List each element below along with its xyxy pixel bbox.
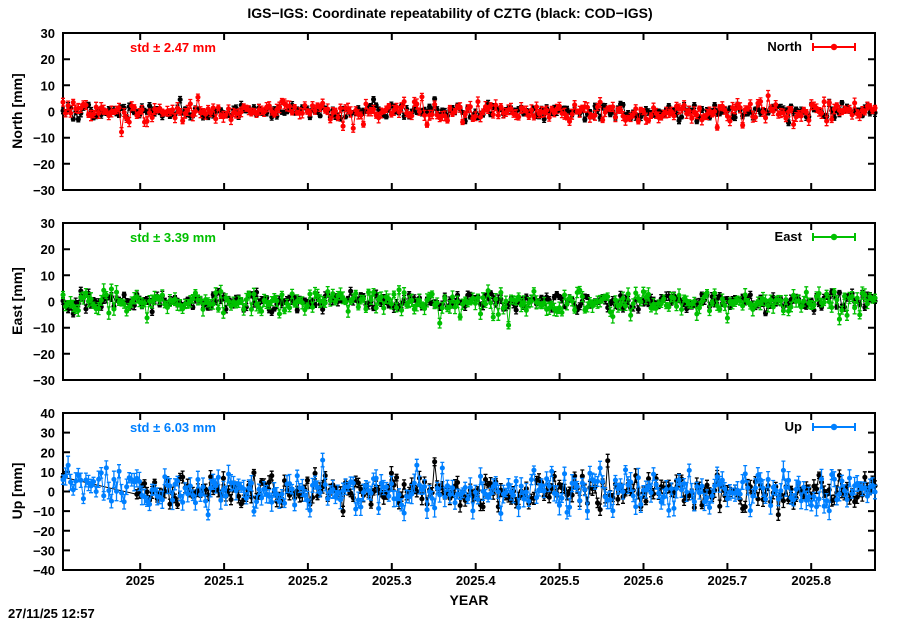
timestamp: 27/11/25 12:57 — [8, 606, 95, 621]
errorbar-sample-north-icon — [812, 42, 856, 51]
y-tick-label: 0 — [48, 105, 55, 120]
std-label-up: std ± 6.03 mm — [130, 420, 216, 435]
y-tick-label: 30 — [41, 426, 55, 441]
legend-east-label: East — [774, 229, 802, 244]
y-tick-label: 10 — [41, 78, 55, 93]
legend-east: East — [775, 229, 858, 244]
y-tick-label: 40 — [41, 406, 55, 421]
y-axis-label-east: East [mm] — [9, 267, 25, 335]
series-points-east — [60, 286, 878, 328]
legend-up-label: Up — [784, 419, 802, 434]
y-tick-label: 20 — [41, 52, 55, 67]
y-axis-label-up: Up [mm] — [9, 462, 25, 520]
y-tick-label: −20 — [33, 347, 55, 362]
legend-north-label: North — [767, 39, 802, 54]
chart-title: IGS−IGS: Coordinate repeatability of CZT… — [247, 5, 653, 21]
legend-up: Up — [785, 419, 858, 434]
y-tick-label: −30 — [33, 183, 55, 198]
std-label-north: std ± 2.47 mm — [130, 40, 216, 55]
y-tick-label: 20 — [41, 242, 55, 257]
y-tick-label: −30 — [33, 373, 55, 388]
y-tick-label: −10 — [33, 321, 55, 336]
y-tick-label: 20 — [41, 445, 55, 460]
axis-ticks-east — [63, 222, 875, 381]
y-tick-label: 0 — [48, 485, 55, 500]
y-tick-label: −40 — [33, 563, 55, 578]
series-points-up — [60, 457, 878, 518]
y-axis-label-north: North [mm] — [9, 73, 25, 149]
x-tick-label: 2025.1 — [204, 573, 244, 588]
y-tick-label: −10 — [33, 131, 55, 146]
y-tick-label: −20 — [33, 157, 55, 172]
x-tick-label: 2025 — [126, 573, 155, 588]
y-tick-label: −20 — [33, 524, 55, 539]
std-label-east: std ± 3.39 mm — [130, 230, 216, 245]
y-tick-label: −10 — [33, 504, 55, 519]
x-tick-label: 2025.3 — [372, 573, 412, 588]
y-tick-label: −30 — [33, 543, 55, 558]
y-tick-label: 30 — [41, 216, 55, 231]
legend-north: North — [767, 39, 858, 54]
y-tick-label: 10 — [41, 465, 55, 480]
x-tick-label: 2025.4 — [456, 573, 497, 588]
x-tick-label: 2025.2 — [288, 573, 328, 588]
x-tick-label: 2025.8 — [791, 573, 831, 588]
x-tick-label: 2025.5 — [540, 573, 580, 588]
y-tick-label: 30 — [41, 26, 55, 41]
x-axis-label: YEAR — [449, 592, 489, 608]
errorbar-sample-up-icon — [812, 422, 856, 431]
x-tick-label: 2025.6 — [624, 573, 664, 588]
y-tick-label: 0 — [48, 295, 55, 310]
y-tick-label: 10 — [41, 268, 55, 283]
errorbar-sample-east-icon — [812, 232, 856, 241]
series-points-north — [60, 93, 878, 135]
x-tick-label: 2025.7 — [707, 573, 747, 588]
